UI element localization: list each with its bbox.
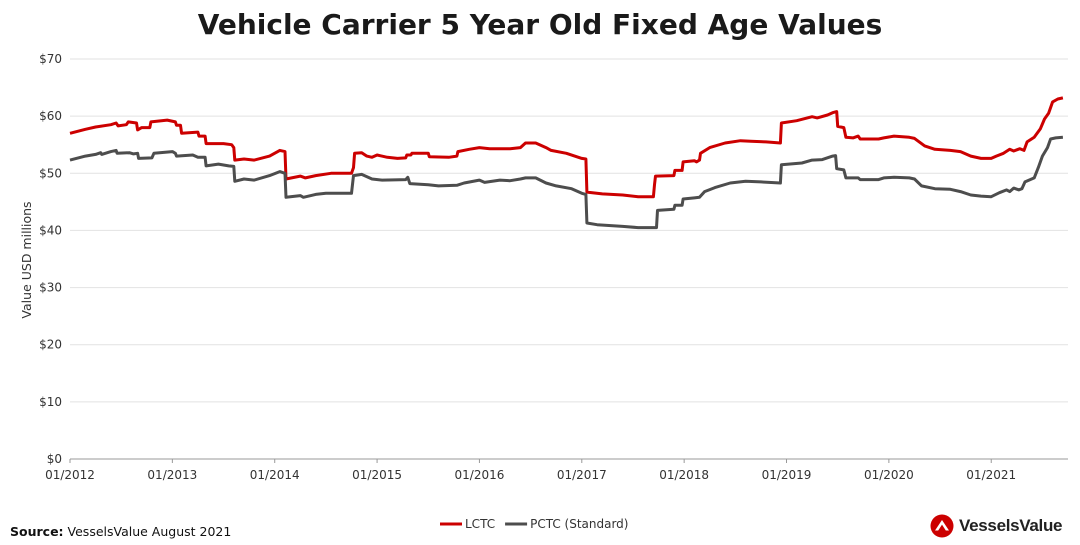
legend: LCTC PCTC (Standard): [440, 517, 628, 531]
x-tick-label: 01/2019: [762, 468, 812, 482]
x-tick-label: 01/2016: [455, 468, 505, 482]
y-tick-label: $50: [39, 166, 62, 180]
y-tick-label: $0: [47, 452, 62, 466]
series-line-lctc: [69, 96, 1064, 199]
y-tick-label: $40: [39, 223, 62, 237]
y-tick-label: $60: [39, 109, 62, 123]
x-tick-label: 01/2015: [352, 468, 402, 482]
legend-label: PCTC (Standard): [530, 517, 628, 531]
source-text: VesselsValue August 2021: [67, 524, 232, 539]
y-axis-title: Value USD millions: [19, 201, 34, 318]
y-tick-label: $70: [39, 52, 62, 66]
x-tick-label: 01/2013: [147, 468, 197, 482]
x-tick-label: 01/2014: [250, 468, 300, 482]
source-label: Source:: [10, 524, 64, 539]
y-axis-ticks: $0 $10 $20 $30 $40 $50 $60 $70: [39, 52, 62, 466]
brand-name: VesselsValue: [959, 516, 1063, 535]
x-tick-label: 01/2012: [45, 468, 95, 482]
series-lines: [69, 96, 1064, 230]
y-tick-label: $30: [39, 281, 62, 295]
y-tick-label: $20: [39, 338, 62, 352]
x-tick-label: 01/2020: [864, 468, 914, 482]
chart-title: Vehicle Carrier 5 Year Old Fixed Age Val…: [197, 8, 883, 41]
source-note: Source: VesselsValue August 2021: [10, 524, 231, 539]
vesselsvalue-logo: VesselsValue: [930, 514, 1063, 538]
x-tick-label: 01/2021: [966, 468, 1016, 482]
x-tick-label: 01/2017: [557, 468, 607, 482]
x-tick-label: 01/2018: [659, 468, 709, 482]
gridlines: [70, 58, 1068, 460]
x-axis-ticks: 01/2012 01/2013 01/2014 01/2015 01/2016 01/20…: [45, 459, 1016, 482]
legend-label: LCTC: [465, 517, 495, 531]
vesselsvalue-logo-icon: [930, 514, 954, 538]
y-tick-label: $10: [39, 395, 62, 409]
series-line-pctc-standard: [69, 135, 1064, 230]
